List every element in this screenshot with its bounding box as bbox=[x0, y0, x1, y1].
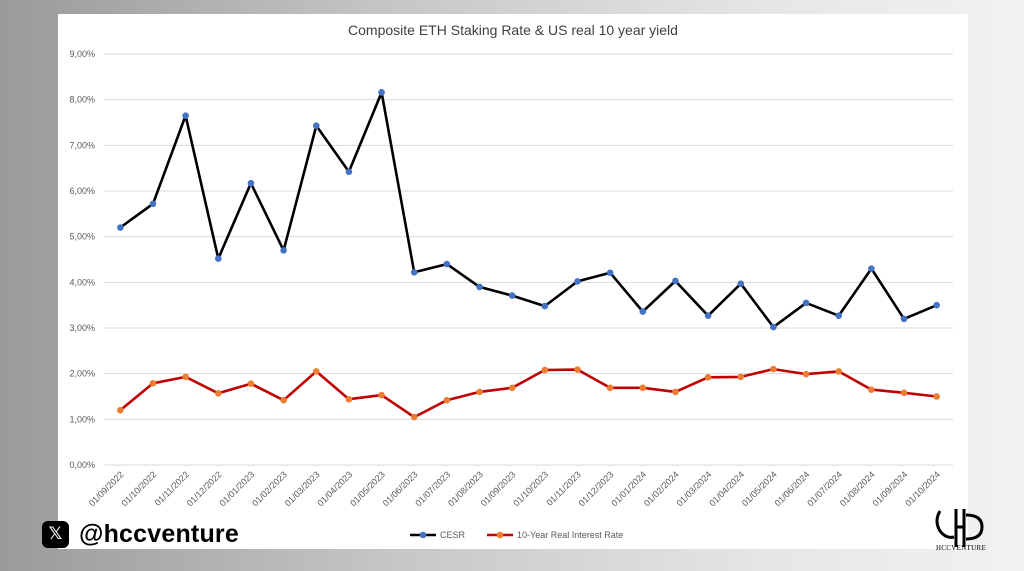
legend-marker bbox=[496, 531, 504, 539]
legend-item: 10-Year Real Interest Rate bbox=[487, 530, 623, 540]
data-point bbox=[345, 168, 353, 176]
data-point bbox=[508, 384, 516, 392]
data-point bbox=[639, 384, 647, 392]
data-point bbox=[117, 224, 124, 231]
data-point bbox=[606, 269, 614, 277]
data-point bbox=[672, 277, 679, 285]
data-point bbox=[476, 388, 483, 396]
data-point bbox=[280, 396, 287, 404]
data-point bbox=[247, 380, 255, 388]
data-point bbox=[900, 315, 908, 323]
hcc-logo-text: HCCVENTURE bbox=[935, 544, 987, 552]
y-tick-label: 1,00% bbox=[69, 414, 95, 424]
data-point bbox=[117, 406, 124, 414]
data-point bbox=[802, 370, 810, 378]
data-point bbox=[378, 89, 385, 96]
legend-label: 10-Year Real Interest Rate bbox=[517, 530, 623, 540]
data-point bbox=[443, 396, 451, 404]
y-tick-label: 8,00% bbox=[69, 95, 95, 105]
y-tick-label: 4,00% bbox=[69, 277, 95, 287]
data-point bbox=[770, 365, 777, 373]
data-point bbox=[900, 389, 908, 397]
data-point bbox=[410, 268, 418, 276]
series-2 bbox=[117, 365, 940, 421]
data-point bbox=[182, 373, 189, 381]
y-tick-label: 2,00% bbox=[69, 369, 95, 379]
data-point bbox=[149, 379, 157, 387]
data-point bbox=[704, 312, 712, 319]
series-layer bbox=[117, 89, 940, 421]
x-tick-label: 01/10/2023 bbox=[511, 469, 550, 508]
data-point bbox=[410, 413, 418, 421]
legend-item: CESR bbox=[410, 530, 466, 540]
data-point bbox=[149, 200, 157, 208]
data-point bbox=[214, 390, 222, 397]
data-point bbox=[574, 278, 581, 285]
data-point bbox=[704, 374, 712, 381]
series-line bbox=[119, 91, 938, 329]
chart-panel: Composite ETH Staking Rate & US real 10 … bbox=[58, 14, 968, 549]
data-point bbox=[868, 265, 875, 272]
data-point bbox=[541, 366, 549, 374]
data-point bbox=[737, 280, 745, 288]
data-point bbox=[541, 302, 549, 310]
data-point bbox=[182, 112, 189, 119]
data-point bbox=[933, 301, 940, 309]
hcc-monogram-icon bbox=[935, 509, 984, 547]
data-point bbox=[476, 283, 483, 291]
data-point bbox=[345, 395, 353, 403]
data-point bbox=[378, 391, 385, 399]
data-point bbox=[443, 260, 451, 268]
x-axis-tick-labels: 01/09/202201/10/202201/11/202201/12/2022… bbox=[87, 469, 942, 508]
data-point bbox=[933, 393, 940, 400]
series-line bbox=[119, 367, 937, 419]
data-point bbox=[214, 255, 222, 262]
gridlines bbox=[104, 53, 953, 466]
line-chart: Composite ETH Staking Rate & US real 10 … bbox=[69, 22, 953, 540]
data-point bbox=[835, 312, 843, 319]
legend-label: CESR bbox=[440, 530, 466, 540]
data-point bbox=[312, 122, 320, 129]
y-tick-label: 0,00% bbox=[69, 460, 95, 470]
data-point bbox=[280, 247, 287, 254]
data-point bbox=[802, 299, 810, 307]
y-tick-label: 5,00% bbox=[69, 232, 95, 242]
y-tick-label: 6,00% bbox=[69, 186, 95, 196]
data-point bbox=[639, 308, 647, 315]
y-tick-label: 7,00% bbox=[69, 140, 95, 150]
social-handle[interactable]: @hccventure bbox=[79, 519, 239, 548]
data-point bbox=[770, 323, 777, 331]
data-point bbox=[247, 179, 255, 187]
y-tick-label: 3,00% bbox=[69, 323, 95, 333]
data-point bbox=[737, 373, 745, 381]
data-point bbox=[672, 388, 679, 396]
legend-marker bbox=[419, 531, 427, 539]
chart-title: Composite ETH Staking Rate & US real 10 … bbox=[348, 22, 678, 38]
brand-handle: 𝕏 @hccventure bbox=[42, 519, 239, 549]
data-point bbox=[606, 384, 614, 392]
y-tick-label: 9,00% bbox=[69, 49, 95, 59]
data-point bbox=[508, 292, 516, 299]
data-point bbox=[868, 386, 875, 393]
data-point bbox=[574, 366, 581, 373]
legend: CESR 10-Year Real Interest Rate bbox=[410, 530, 623, 540]
x-logo-icon[interactable]: 𝕏 bbox=[42, 520, 69, 548]
series-1 bbox=[117, 89, 940, 331]
data-point bbox=[835, 368, 843, 375]
x-tick-label: 01/10/2022 bbox=[119, 469, 158, 508]
data-point bbox=[312, 368, 320, 375]
y-axis-tick-labels: 0,00% 1,00% 2,00% 3,00% 4,00% 5,00% 6,00% 7,00%… bbox=[69, 49, 95, 470]
